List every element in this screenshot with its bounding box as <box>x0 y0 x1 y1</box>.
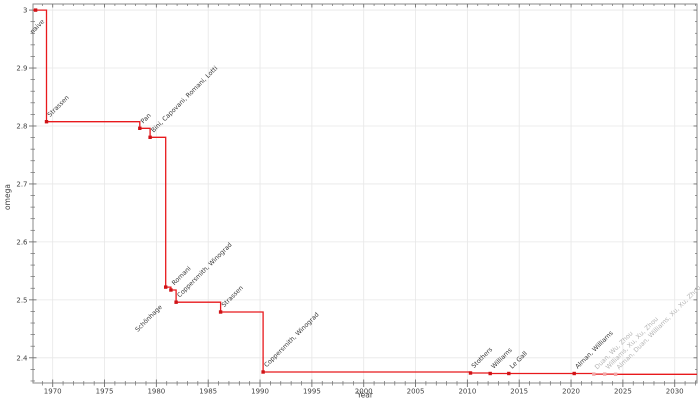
y-tick-label: 2.4 <box>16 354 28 362</box>
axis-ticks <box>29 4 697 387</box>
omega-step-line <box>33 9 697 375</box>
x-tick-label: 1990 <box>251 388 269 396</box>
data-point <box>164 285 168 289</box>
x-axis-title: Year <box>356 391 374 400</box>
data-point <box>592 372 596 376</box>
y-tick-label: 2.6 <box>16 238 28 246</box>
point-label: Strassen <box>221 285 245 309</box>
data-point <box>169 288 173 292</box>
point-label: Bini, Capovani, Romani, Lotti <box>150 65 219 134</box>
point-label: naive <box>29 18 46 35</box>
x-tick-label: 1970 <box>44 388 62 396</box>
y-tick-label: 2.5 <box>16 296 27 304</box>
y-tick-label: 3 <box>23 7 27 15</box>
data-points <box>33 8 618 376</box>
x-tick-label: 1995 <box>303 388 321 396</box>
data-point <box>148 135 152 139</box>
data-point <box>44 120 49 124</box>
x-tick-label: 2015 <box>510 388 528 396</box>
y-axis-title: omega <box>3 184 12 210</box>
x-tick-label: 1985 <box>199 388 217 396</box>
data-point <box>33 8 38 12</box>
data-point <box>218 310 223 314</box>
gridlines <box>33 4 697 383</box>
point-label: Pan <box>140 112 153 125</box>
y-tick-label: 2.8 <box>16 122 27 130</box>
x-tick-label: 2010 <box>458 388 476 396</box>
x-tick-label: 2005 <box>407 388 425 396</box>
x-tick-label: 2025 <box>614 388 632 396</box>
data-point <box>572 371 576 376</box>
data-point <box>174 300 178 304</box>
x-tick-label: 2000 <box>355 388 373 396</box>
point-label: Schönhage <box>134 304 164 334</box>
y-tick-label: 2.7 <box>16 180 27 188</box>
x-tick-label: 2020 <box>562 388 580 396</box>
data-point <box>507 371 511 376</box>
y-tick-label: 2.9 <box>16 65 27 73</box>
point-label: Strassen <box>46 94 70 118</box>
plot-border <box>32 3 698 384</box>
data-point <box>488 371 492 376</box>
data-point <box>468 371 473 375</box>
data-point <box>613 372 618 376</box>
x-tick-label: 2030 <box>666 388 684 396</box>
data-point <box>603 372 607 376</box>
data-point <box>261 370 265 374</box>
x-tick-label: 1980 <box>147 388 165 396</box>
x-tick-label: 1975 <box>96 388 114 396</box>
data-point <box>138 126 142 130</box>
tick-labels: 1970 1975 1980 1985 1990 1995 2000 2005 2010 2015… <box>16 7 683 396</box>
point-label: Williams, Xu, Xu, Zhou <box>605 316 660 371</box>
